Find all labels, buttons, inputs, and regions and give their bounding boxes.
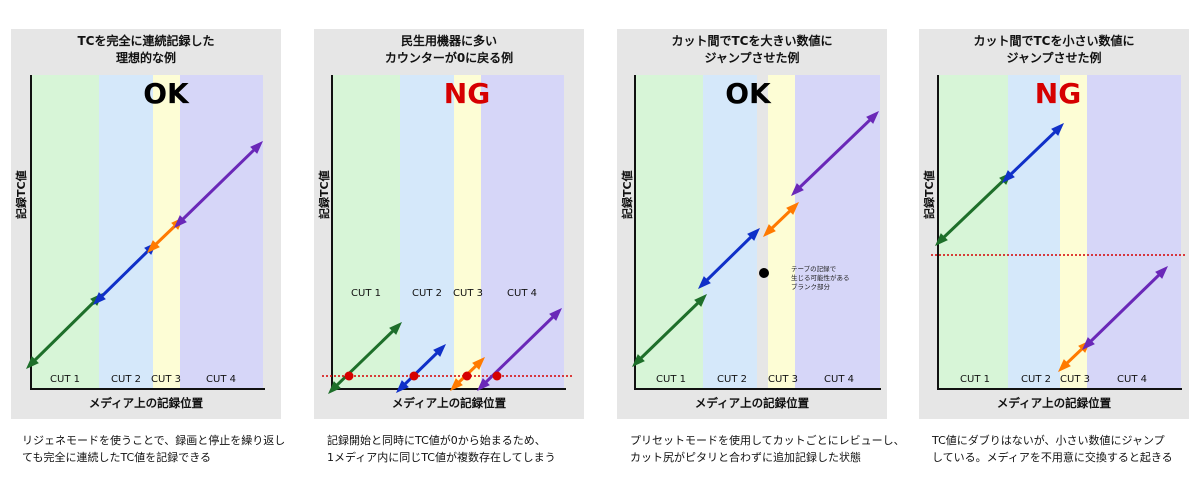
band-cut4 bbox=[795, 75, 880, 388]
caption-panel-3: プリセットモードを使用してカットごとにレビューし、 カット尻がピタリと合わずに追… bbox=[630, 434, 905, 464]
cut-label: CUT 4 bbox=[824, 374, 854, 385]
band-cut4 bbox=[180, 75, 263, 388]
y-axis-label: 記録TC値 bbox=[923, 170, 936, 219]
band-cut1 bbox=[31, 75, 99, 388]
panel-title: TCを完全に連続記録した 理想的な例 bbox=[77, 34, 215, 65]
cut-label: CUT 2 bbox=[1021, 374, 1051, 385]
blank-marker bbox=[759, 268, 769, 278]
duplicate-tc-marker bbox=[409, 371, 419, 381]
band-cut3 bbox=[153, 75, 180, 388]
panel-jump-smaller: CUT 1 CUT 2 CUT 3 CUT 4 カット間でTCを小さい数値に ジ… bbox=[919, 29, 1189, 419]
cut-label: CUT 1 bbox=[50, 374, 80, 385]
cut-label: CUT 1 bbox=[656, 374, 686, 385]
status-label: OK bbox=[143, 77, 189, 110]
x-axis-label: メディア上の記録位置 bbox=[694, 396, 810, 410]
panel-ideal-continuous: CUT 1 CUT 2 CUT 3 CUT 4 TCを完全に連続記録した 理想的… bbox=[11, 29, 281, 419]
cut-label: CUT 4 bbox=[507, 288, 537, 299]
band-cut2 bbox=[703, 75, 757, 388]
cut-label: CUT 2 bbox=[412, 288, 442, 299]
band-cut3 bbox=[1060, 75, 1087, 388]
cut-label: CUT 4 bbox=[206, 374, 236, 385]
x-axis-label: メディア上の記録位置 bbox=[88, 396, 204, 410]
band-cut4 bbox=[481, 75, 564, 388]
chart-panel-1: CUT 1 CUT 2 CUT 3 CUT 4 bbox=[25, 75, 265, 390]
blank-note: テープの記録で bbox=[791, 264, 837, 273]
cut-label: CUT 3 bbox=[1060, 374, 1090, 385]
status-label: NG bbox=[1034, 77, 1082, 110]
panel-title: カット間でTCを大きい数値に ジャンプさせた例 bbox=[671, 34, 833, 65]
caption-panel-1: リジェネモードを使うことで、録画と停止を繰り返し ても完全に連続したTC値を記録… bbox=[22, 434, 286, 464]
segment-cut3 bbox=[762, 201, 800, 238]
segment-cut4 bbox=[790, 110, 880, 197]
caption-panel-4: TC値にダブりはないが、小さい数値にジャンプ している。メディアを不用意に交換す… bbox=[932, 434, 1173, 464]
x-axis-label: メディア上の記録位置 bbox=[391, 396, 507, 410]
band-cut3 bbox=[454, 75, 481, 388]
band-cut1 bbox=[332, 75, 400, 388]
band-cut1 bbox=[635, 75, 703, 388]
status-label: NG bbox=[443, 77, 491, 110]
panel-counter-reset: CUT 1 CUT 2 CUT 3 CUT 4 民生用機器に多い カウンターが0… bbox=[314, 29, 584, 419]
segment-cut4 bbox=[173, 140, 264, 229]
y-axis-label: 記録TC値 bbox=[318, 170, 331, 219]
band-cut4 bbox=[1087, 75, 1181, 388]
blank-note: ブランク部分 bbox=[791, 282, 831, 291]
duplicate-tc-marker bbox=[462, 371, 472, 381]
cut-label: CUT 3 bbox=[151, 374, 181, 385]
x-axis-label: メディア上の記録位置 bbox=[996, 396, 1112, 410]
cut-label: CUT 1 bbox=[351, 288, 381, 299]
segment-cut2 bbox=[395, 343, 447, 394]
y-axis-label: 記録TC値 bbox=[621, 170, 634, 219]
caption-panel-2: 記録開始と同時にTC値が0から始まるため、 1メディア内に同じTC値が複数存在し… bbox=[327, 434, 556, 464]
segment-cut1 bbox=[631, 293, 708, 368]
band-cut2 bbox=[400, 75, 454, 388]
segment-cut2 bbox=[1001, 122, 1065, 184]
cut-label: CUT 3 bbox=[453, 288, 483, 299]
segment-cut1 bbox=[327, 321, 403, 395]
band-cut2 bbox=[99, 75, 153, 388]
duplicate-tc-marker bbox=[344, 371, 354, 381]
panel-title: 民生用機器に多い カウンターが0に戻る例 bbox=[384, 34, 514, 65]
cut-label: CUT 1 bbox=[960, 374, 990, 385]
blank-note: 生じる可能性がある bbox=[791, 273, 850, 282]
band-cut2 bbox=[1008, 75, 1060, 388]
chart-panel-2: CUT 1 CUT 2 CUT 3 CUT 4 bbox=[322, 75, 572, 395]
panel-title: カット間でTCを小さい数値に ジャンプさせた例 bbox=[973, 34, 1135, 65]
y-axis-label: 記録TC値 bbox=[15, 170, 28, 219]
panel-jump-larger: テープの記録で 生じる可能性がある ブランク部分 CUT 1 CUT 2 CUT… bbox=[617, 29, 887, 419]
cut-label: CUT 3 bbox=[768, 374, 798, 385]
cut-label: CUT 2 bbox=[717, 374, 747, 385]
status-label: OK bbox=[725, 77, 771, 110]
segment-cut2 bbox=[697, 227, 761, 290]
cut-label: CUT 4 bbox=[1117, 374, 1147, 385]
chart-panel-4: CUT 1 CUT 2 CUT 3 CUT 4 bbox=[931, 75, 1185, 390]
segment-cut4 bbox=[1081, 265, 1169, 351]
cut-label: CUT 2 bbox=[111, 374, 141, 385]
duplicate-tc-marker bbox=[492, 371, 502, 381]
chart-panel-3: テープの記録で 生じる可能性がある ブランク部分 CUT 1 CUT 2 CUT… bbox=[631, 75, 881, 390]
